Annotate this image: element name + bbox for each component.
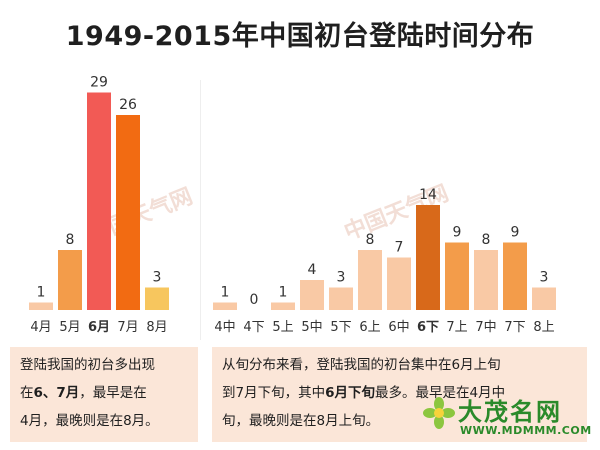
brand-url: WWW.MDMMM.COM — [460, 424, 592, 437]
brand-name: 大茂名网 — [458, 397, 562, 426]
dekad-bar-value: 8 — [482, 232, 491, 248]
month-tick-label: 7月 — [117, 320, 138, 335]
month-note-line3: 4月，最晚则是在8月。 — [20, 413, 159, 429]
dekad-bar — [503, 242, 527, 310]
month-bar — [145, 287, 169, 310]
month-note-line1: 登陆我国的初台多出现 — [20, 357, 155, 373]
brand-logo[interactable]: 大茂名网 WWW.MDMMM.COM — [420, 392, 592, 444]
dekad-bar — [329, 287, 353, 310]
month-bar — [58, 250, 82, 310]
dekad-bar-value: 14 — [419, 187, 437, 203]
month-bar-value: 3 — [153, 270, 162, 286]
dekad-bar-value: 0 — [250, 292, 259, 308]
dekad-bar — [213, 302, 237, 310]
month-bar — [87, 92, 111, 310]
dekad-bar — [474, 250, 498, 310]
chart-divider — [200, 80, 201, 340]
month-note-line2-prefix: 在 — [20, 385, 34, 401]
dekad-note-line2-suffix: 最多。最早是在4月中 — [375, 385, 506, 401]
dekad-bar-value: 3 — [540, 270, 549, 286]
month-tick-label: 5月 — [59, 320, 80, 335]
month-note-line2-bold: 6、7月 — [33, 385, 80, 401]
month-note-line2: 在6、7月，最早是在 — [20, 379, 188, 407]
dekad-tick-label: 7中 — [475, 320, 496, 335]
dekad-bar — [445, 242, 469, 310]
dekad-bar-value: 9 — [453, 225, 462, 241]
dekad-bar-value: 1 — [221, 285, 230, 301]
dekad-bar-value: 7 — [395, 240, 404, 256]
month-bar-value: 29 — [90, 75, 108, 91]
dekad-tick-label: 5中 — [301, 320, 322, 335]
dekad-bar — [416, 205, 440, 310]
dekad-tick-label: 7下 — [504, 320, 525, 335]
dekad-note-line1: 从旬分布来看，登陆我国的初台集中在6月上旬 — [222, 357, 501, 373]
month-tick-label: 6月 — [88, 320, 110, 335]
dekad-bar — [300, 280, 324, 310]
dekad-bar — [358, 250, 382, 310]
dekad-tick-label: 6下 — [417, 320, 439, 335]
dekad-tick-label: 8上 — [533, 320, 554, 335]
dekad-note-line2: 到7月下旬，其中6月下旬最多。最早是在4月中 — [222, 379, 577, 407]
month-bar — [29, 302, 53, 310]
month-note-line2-suffix: ，最早是在 — [79, 385, 147, 401]
dekad-tick-label: 4下 — [243, 320, 264, 335]
dekad-tick-label: 4中 — [214, 320, 235, 335]
dekad-bar — [271, 302, 295, 310]
dekad-tick-label: 6上 — [359, 320, 380, 335]
month-bar-chart: 1 4月 8 5月 29 6月 26 7月 3 8月 — [29, 75, 169, 335]
flower-icon — [423, 397, 455, 429]
month-tick-label: 8月 — [146, 320, 167, 335]
dekad-bar-value: 1 — [279, 285, 288, 301]
dekad-bar-value: 4 — [308, 262, 317, 278]
dekad-tick-label: 5上 — [272, 320, 293, 335]
month-bar-value: 8 — [66, 232, 75, 248]
dekad-note-line2-bold: 6月下旬 — [325, 385, 375, 401]
dekad-tick-label: 5下 — [330, 320, 351, 335]
dekad-note: 从旬分布来看，登陆我国的初台集中在6月上旬 到7月下旬，其中6月下旬最多。最早是… — [212, 347, 587, 442]
month-bar-value: 26 — [119, 97, 137, 113]
chart-title: 1949-2015年中国初台登陆时间分布 — [65, 21, 535, 52]
dekad-note-line2-prefix: 到7月下旬，其中 — [222, 385, 326, 401]
month-bar-value: 1 — [37, 285, 46, 301]
month-bar — [116, 115, 140, 310]
dekad-bar-value: 3 — [337, 270, 346, 286]
dekad-tick-label: 6中 — [388, 320, 409, 335]
dekad-bar — [387, 257, 411, 310]
dekad-bar-value: 8 — [366, 232, 375, 248]
month-note: 登陆我国的初台多出现 在6、7月，最早是在 4月，最晚则是在8月。 — [10, 347, 198, 442]
dekad-bar-value: 9 — [511, 225, 520, 241]
dekad-tick-label: 7上 — [446, 320, 467, 335]
dekad-note-line3: 旬，最晚则是在8月上旬。 — [222, 413, 380, 429]
dekad-bar — [532, 287, 556, 310]
dekad-bar-chart: 1 4中 0 4下 1 5上 4 5中 3 5下 8 6上 7 6中 14 6下 9 7上 8 7中 9 7下 3 8上 — [213, 187, 556, 335]
month-tick-label: 4月 — [30, 320, 51, 335]
